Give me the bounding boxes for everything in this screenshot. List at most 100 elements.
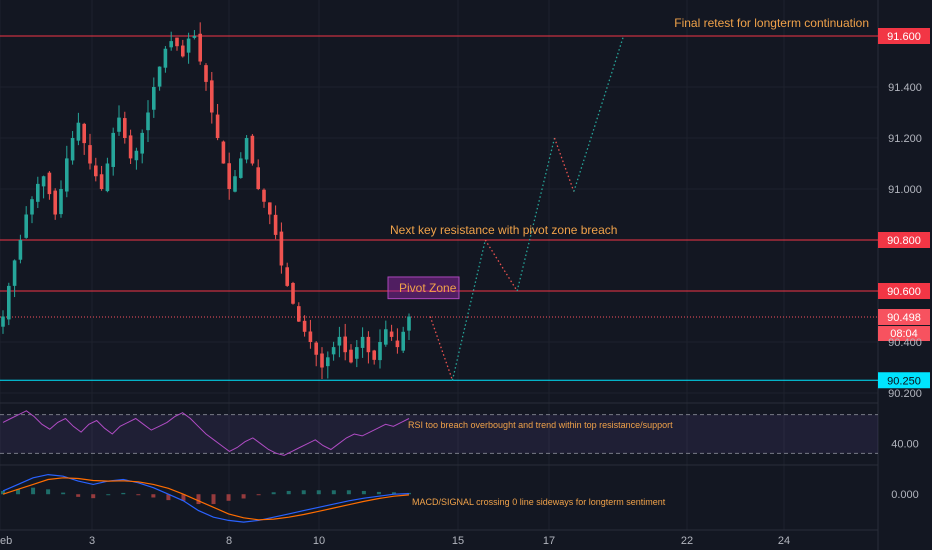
macd-hist-bar-2 [31, 487, 36, 495]
candle-body-25 [146, 112, 150, 131]
candle-body-6 [36, 183, 40, 202]
price-tick-2: 91.000 [888, 184, 922, 196]
candle-body-42 [244, 138, 249, 160]
candle-body-49 [285, 267, 289, 286]
candle-body-12 [70, 138, 75, 161]
current-price-tag-bg [878, 309, 930, 326]
candle-body-24 [140, 132, 144, 154]
candle-body-51 [297, 306, 301, 322]
time-tick-0: eb [0, 535, 12, 547]
candle-body-66 [384, 329, 388, 345]
candle-body-33 [192, 36, 197, 38]
candle-body-29 [169, 41, 173, 48]
candle-body-10 [59, 189, 63, 215]
candle-body-47 [273, 214, 278, 235]
macd-hist-bar-12 [181, 494, 186, 501]
macd-hist-bar-17 [256, 494, 261, 496]
macd-hist-bar-27 [407, 492, 411, 495]
macd-hist-bar-11 [166, 494, 171, 501]
time-tick-3: 10 [313, 535, 325, 547]
candle-body-31 [181, 45, 185, 57]
level-lines [0, 35, 878, 381]
macd-hist-bar-23 [346, 490, 351, 495]
candle-body-38 [221, 141, 226, 164]
macd-hist-bar-5 [76, 494, 81, 497]
axes: 91.600 90.800 90.600 90.250 90.498 08:04 91.40… [0, 28, 930, 547]
signal-line [2, 477, 410, 521]
macd-hist-bar-1 [16, 489, 21, 495]
level-tag-0: 91.600 [887, 31, 921, 43]
macd-hist-bar-3 [46, 489, 51, 495]
candle-body-14 [82, 123, 86, 144]
macd-hist-bar-15 [226, 494, 231, 501]
projected-path [429, 35, 625, 381]
macd-hist-bar-14 [211, 494, 216, 505]
level-tag-bg-1 [878, 232, 930, 248]
candle-body-69 [401, 331, 405, 351]
macd-hist-bar-21 [316, 490, 321, 495]
candle-body-40 [233, 176, 237, 192]
rsi-tick-0: 40.00 [891, 439, 919, 451]
annotation-rsi: RSI too breach overbought and trend with… [408, 420, 673, 430]
candle-body-36 [210, 80, 214, 113]
level-tag-bg-0 [878, 28, 930, 44]
level-tag-2: 90.600 [887, 286, 921, 298]
candle-body-48 [279, 231, 284, 266]
pivot-zone-label: Pivot Zone [399, 281, 457, 295]
candle-body-50 [291, 282, 295, 304]
candle-body-60 [349, 349, 353, 363]
annotation-final-retest: Final retest for longterm continuation [674, 16, 869, 30]
macd-hist-bar-6 [91, 494, 96, 499]
candle-body-28 [163, 48, 168, 68]
macd-hist-bar-20 [301, 490, 306, 495]
candle-body-57 [331, 347, 336, 355]
candle-body-2 [12, 260, 17, 286]
candle-body-20 [117, 117, 121, 132]
time-tick-6: 22 [681, 535, 693, 547]
candle-body-65 [378, 342, 382, 361]
macd-hist-bar-16 [241, 494, 246, 499]
candle-body-64 [372, 350, 376, 360]
candle-body-62 [360, 336, 365, 348]
pivot-zone [387, 276, 460, 300]
candle-body-26 [152, 87, 156, 110]
macd-hist-bar-19 [286, 490, 291, 495]
macd-pane [1, 473, 411, 523]
candle-body-45 [262, 189, 266, 202]
macd-hist-bar-13 [196, 494, 201, 505]
candle-body-5 [30, 199, 34, 215]
candle-body-9 [53, 190, 57, 215]
candles [1, 22, 411, 380]
level-tag-bg-2 [878, 283, 930, 299]
candle-body-61 [355, 347, 359, 359]
time-tick-4: 15 [452, 535, 464, 547]
candle-body-16 [94, 165, 98, 177]
candle-body-1 [7, 285, 11, 320]
projection-segment-0 [429, 316, 454, 381]
macd-hist-bar-0 [1, 490, 5, 495]
projection-segment-5 [573, 35, 625, 192]
macd-hist-bar-24 [361, 490, 366, 495]
price-tick-3: 90.400 [888, 337, 922, 349]
level-tag-bg-3 [878, 372, 930, 389]
candle-body-63 [366, 336, 371, 353]
candle-body-15 [88, 145, 92, 164]
projection-segment-4 [553, 137, 575, 192]
candle-body-37 [215, 114, 220, 138]
time-tick-1: 3 [89, 535, 95, 547]
candle-body-19 [111, 132, 115, 167]
candle-body-44 [256, 167, 260, 189]
macd-tick-0: 0.000 [891, 489, 919, 501]
candle-body-18 [105, 163, 110, 192]
candle-body-41 [239, 158, 243, 178]
level-tag-3: 90.250 [887, 375, 921, 387]
time-tick-7: 24 [778, 535, 790, 547]
macd-hist-bar-22 [331, 490, 336, 495]
candle-body-53 [308, 331, 313, 342]
price-tick-4: 90.200 [888, 388, 922, 400]
pivot-zone-group: Pivot Zone [387, 276, 460, 300]
candle-body-4 [24, 214, 28, 238]
candle-body-11 [65, 158, 69, 192]
